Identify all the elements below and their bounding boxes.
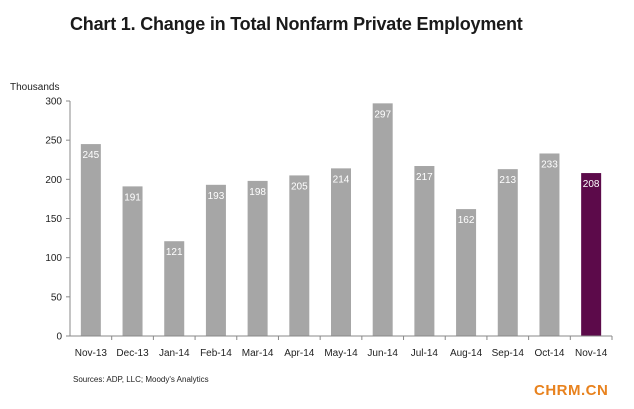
x-tick-label-jan-14: Jan-14 xyxy=(159,348,190,359)
data-label-nov-14: 208 xyxy=(583,179,600,190)
data-label-aug-14: 162 xyxy=(458,215,475,226)
bar-oct-14 xyxy=(539,153,560,336)
source-note: Sources: ADP, LLC; Moody's Analytics xyxy=(73,375,209,384)
data-label-may-14: 214 xyxy=(333,174,350,185)
x-tick-label-dec-13: Dec-13 xyxy=(116,348,149,359)
y-axis: 0 50 100 150 200 250 300 Thousands xyxy=(10,82,71,343)
x-axis: Nov-13 Dec-13 Jan-14 Feb-14 Mar-14 Apr-14 May-… xyxy=(70,335,613,359)
bar-mar-14 xyxy=(247,180,268,336)
data-label-mar-14: 198 xyxy=(249,187,266,198)
bar-nov-13 xyxy=(80,144,101,336)
bar-may-14 xyxy=(331,168,351,336)
data-labels: 245 191 121 193 198 205 214 297 217 162 213 233 208 xyxy=(83,109,600,258)
x-tick-label-sep-14: Sep-14 xyxy=(492,348,525,359)
data-label-jul-14: 217 xyxy=(416,172,433,183)
data-label-oct-14: 233 xyxy=(541,159,558,170)
data-label-dec-13: 191 xyxy=(124,192,141,203)
x-tick-label-mar-14: Mar-14 xyxy=(242,348,274,359)
data-label-apr-14: 205 xyxy=(291,181,308,192)
y-tick-label: 0 xyxy=(56,332,62,343)
x-tick-label-apr-14: Apr-14 xyxy=(284,348,314,359)
bar-jun-14 xyxy=(372,103,393,336)
watermark-logo: CHRM.CN xyxy=(534,382,609,399)
chart-title: Chart 1. Change in Total Nonfarm Private… xyxy=(70,14,523,34)
y-tick-label: 200 xyxy=(45,175,62,186)
x-tick-label-oct-14: Oct-14 xyxy=(534,348,564,359)
y-axis-title: Thousands xyxy=(10,82,59,93)
bar-aug-14 xyxy=(456,209,477,336)
data-label-feb-14: 193 xyxy=(208,191,225,202)
y-tick-label: 150 xyxy=(45,214,62,225)
bar-dec-13 xyxy=(122,186,143,336)
bar-sep-14 xyxy=(497,169,518,336)
bar-jan-14 xyxy=(164,241,185,336)
y-tick-label: 300 xyxy=(45,97,62,108)
data-label-sep-14: 213 xyxy=(499,175,516,186)
y-tick-label: 250 xyxy=(45,136,62,147)
bar-jul-14 xyxy=(414,166,435,336)
x-tick-label-may-14: May-14 xyxy=(324,348,358,359)
x-tick-label-feb-14: Feb-14 xyxy=(200,348,232,359)
x-tick-label-nov-13: Nov-13 xyxy=(75,348,108,359)
x-tick-label-jun-14: Jun-14 xyxy=(367,348,398,359)
bars xyxy=(80,103,602,336)
data-label-nov-13: 245 xyxy=(83,150,100,161)
bar-feb-14 xyxy=(205,184,226,336)
y-tick-label: 100 xyxy=(45,253,62,264)
bar-nov-14 xyxy=(581,173,602,336)
x-tick-label-aug-14: Aug-14 xyxy=(450,348,483,359)
data-label-jun-14: 297 xyxy=(374,109,391,120)
x-tick-label-nov-14: Nov-14 xyxy=(575,348,608,359)
bar-apr-14 xyxy=(289,175,310,336)
data-label-jan-14: 121 xyxy=(166,247,183,258)
x-tick-label-jul-14: Jul-14 xyxy=(411,348,439,359)
y-tick-label: 50 xyxy=(51,292,63,303)
